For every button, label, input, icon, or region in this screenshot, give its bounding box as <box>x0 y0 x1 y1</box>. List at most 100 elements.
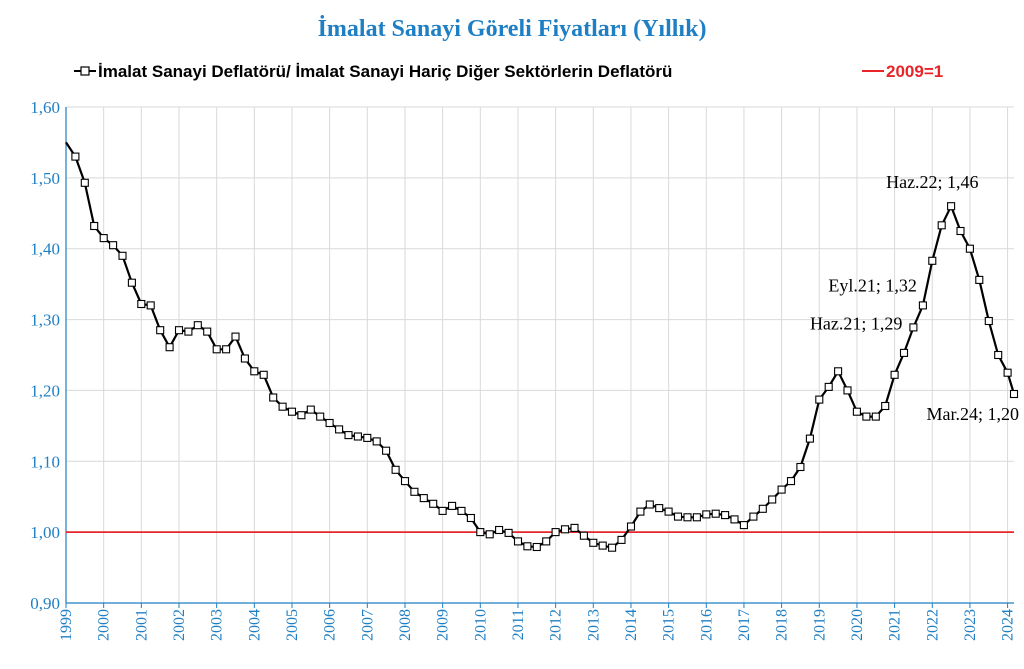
data-point <box>683 513 692 522</box>
data-point <box>994 350 1003 360</box>
data-point <box>184 327 193 336</box>
data-point <box>739 521 748 530</box>
data-point <box>730 515 739 524</box>
data-point <box>532 542 541 552</box>
x-tick-label: 2020 <box>849 609 866 641</box>
data-point <box>353 432 362 441</box>
data-point <box>156 326 165 335</box>
x-tick-label: 2019 <box>811 609 828 641</box>
data-point <box>768 495 777 504</box>
x-tick-label: 2005 <box>284 609 301 641</box>
y-tick-label: 1,10 <box>30 452 60 471</box>
data-point <box>382 446 391 455</box>
data-point <box>909 323 918 332</box>
x-tick-label: 2010 <box>472 609 489 641</box>
data-point <box>852 407 861 416</box>
data-point <box>297 411 306 420</box>
x-tick-label: 2007 <box>359 609 376 641</box>
data-point <box>956 226 965 236</box>
data-point <box>523 542 532 551</box>
x-tick-label: 2002 <box>171 609 188 641</box>
data-point <box>655 504 664 513</box>
data-point <box>899 348 909 357</box>
data-point <box>231 332 240 341</box>
data-point <box>287 407 297 416</box>
data-point <box>146 301 155 310</box>
data-point <box>636 507 645 516</box>
data-point <box>99 234 108 243</box>
data-point <box>71 152 80 161</box>
data-point <box>805 434 814 443</box>
data-point <box>975 275 984 284</box>
data-point <box>372 437 381 446</box>
y-tick-label: 1,60 <box>30 98 60 117</box>
y-tick-label: 1,40 <box>30 240 60 259</box>
legend-ref-label: 2009=1 <box>886 62 943 81</box>
x-tick-label: 2003 <box>209 609 226 641</box>
data-point <box>711 509 720 518</box>
data-point <box>984 316 993 326</box>
legend-series-label: İmalat Sanayi Deflatörü/ İmalat Sanayi H… <box>98 62 672 81</box>
data-point <box>702 510 711 519</box>
data-point <box>758 504 767 513</box>
data-point <box>118 251 127 260</box>
data-point <box>485 530 494 539</box>
y-tick-label: 1,50 <box>30 169 60 188</box>
data-point <box>222 345 231 354</box>
x-tick-label: 2001 <box>133 609 150 641</box>
data-point <box>80 178 89 187</box>
data-point <box>391 465 400 474</box>
x-tick-label: 2017 <box>736 609 753 641</box>
data-point <box>965 244 974 253</box>
data-point <box>250 367 259 376</box>
data-point <box>749 512 758 521</box>
data-point <box>363 433 372 442</box>
data-point <box>786 477 796 486</box>
data-point <box>240 354 249 363</box>
data-point <box>692 513 701 522</box>
data-point <box>871 412 880 421</box>
data-point <box>466 513 475 523</box>
data-point <box>589 538 598 547</box>
data-point <box>937 221 946 230</box>
x-tick-label: 2022 <box>924 609 941 641</box>
data-point <box>127 278 136 287</box>
x-tick-label: 2016 <box>698 609 715 641</box>
data-point <box>815 395 824 404</box>
data-point <box>495 525 504 535</box>
data-point <box>193 321 202 330</box>
x-tick-label: 2014 <box>623 609 640 641</box>
data-point <box>203 327 212 336</box>
data-point <box>834 367 843 376</box>
data-point <box>419 494 428 503</box>
y-tick-label: 0,90 <box>30 594 60 613</box>
x-tick-label: 2008 <box>397 609 414 641</box>
data-point <box>928 256 937 265</box>
series-line <box>65 141 1016 549</box>
chart-title: İmalat Sanayi Göreli Fiyatları (Yıllık) <box>318 16 707 42</box>
data-point <box>174 326 184 335</box>
data-point <box>560 525 570 534</box>
data-point <box>513 537 523 546</box>
data-point <box>306 405 315 414</box>
data-point <box>626 522 636 531</box>
x-tick-labels: 1999 2000 2001 2002 2003 2004 2005 2006 2007 2008… <box>58 609 1017 641</box>
y-tick-label: 1,00 <box>30 523 60 542</box>
data-point <box>721 511 730 520</box>
data-point <box>476 528 485 537</box>
data-point <box>551 528 560 537</box>
x-tick-label: 2006 <box>322 609 339 641</box>
series-group <box>65 141 1019 552</box>
data-point <box>881 401 890 411</box>
annotations: Haz.22; 1,46 Eyl.21; 1,32 Haz.21; 1,29 Mar.… <box>810 172 1019 424</box>
data-point <box>570 523 579 532</box>
axes <box>65 107 1014 608</box>
x-tick-label: 2004 <box>246 609 263 641</box>
data-point <box>165 343 174 352</box>
x-tick-label: 2013 <box>585 609 602 641</box>
y-tick-label: 1,30 <box>30 311 60 330</box>
data-point <box>918 301 927 310</box>
data-point <box>824 382 833 391</box>
data-point <box>1009 389 1019 399</box>
